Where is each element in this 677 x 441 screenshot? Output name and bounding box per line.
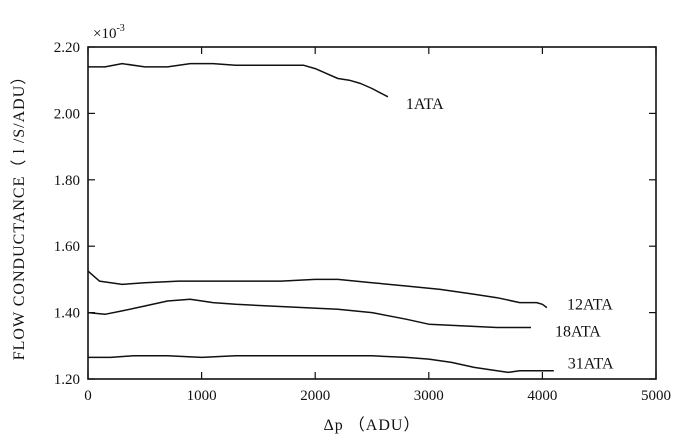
y-tick-label-3: 1.80	[54, 173, 80, 189]
plot-area-border	[87, 46, 657, 380]
series-line-18ata	[87, 298, 531, 329]
x-tick-label-0: 0	[84, 388, 92, 404]
axis-ticks	[87, 46, 657, 380]
y-tick-label-5: 2.20	[54, 40, 80, 56]
series-lines	[87, 62, 554, 374]
y-axis-multiplier-exponent: -3	[116, 23, 124, 34]
series-line-12ata	[87, 270, 548, 309]
x-tick-label-3: 3000	[414, 388, 444, 404]
y-axis-title: FLOW CONDUCTANCE（ l /S/ADU）	[10, 68, 28, 361]
x-tick-label-4: 4000	[527, 388, 557, 404]
y-axis-multiplier-base: ×10	[93, 26, 116, 42]
series-label-1ata: 1ATA	[406, 96, 444, 113]
y-tick-label-0: 1.20	[54, 372, 80, 388]
x-tick-label-1: 1000	[187, 388, 217, 404]
series-label-18ata: 18ATA	[555, 324, 601, 341]
series-labels: 1ATA 12ATA 18ATA 31ATA	[406, 96, 614, 373]
x-tick-label-5: 5000	[641, 388, 671, 404]
y-axis-multiplier: ×10-3	[93, 23, 125, 42]
x-tick-label-2: 2000	[300, 388, 330, 404]
y-tick-label-4: 2.00	[54, 106, 80, 122]
series-label-31ata: 31ATA	[568, 356, 614, 373]
series-line-31ata	[88, 355, 554, 374]
series-line-1ata	[88, 62, 389, 98]
axis-tick-labels: 0 1000 2000 3000 4000 5000 1.20 1.40 1.60 1.80 2.0…	[54, 40, 671, 404]
series-label-12ata: 12ATA	[567, 297, 613, 314]
y-tick-label-2: 1.60	[54, 239, 80, 255]
plot-frame	[87, 46, 657, 380]
x-axis-title: Δp （ADU）	[324, 416, 421, 434]
y-tick-label-1: 1.40	[54, 306, 80, 322]
